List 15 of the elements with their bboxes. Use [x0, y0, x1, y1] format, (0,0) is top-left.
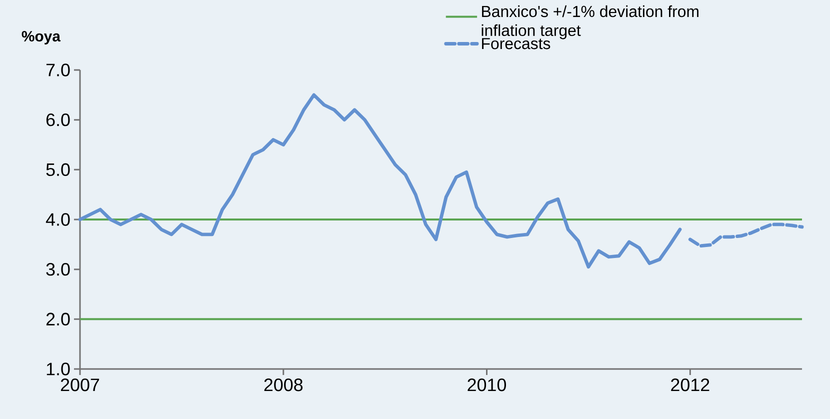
x-tick-label: 2008: [264, 378, 303, 392]
y-tick-label: 1.0: [46, 362, 70, 376]
x-tick-label: 2007: [60, 378, 100, 392]
y-axis-title: %oya: [22, 30, 61, 44]
legend-label: Forecasts: [482, 38, 550, 50]
y-tick-label: 3.0: [46, 262, 70, 276]
legend-label: Banxico's +/-1% deviation from inflation target: [482, 5, 698, 40]
y-tick-label: 5.0: [46, 163, 70, 176]
y-tick-label: 2.0: [46, 312, 70, 326]
y-tick-label: 4.0: [46, 213, 70, 226]
x-tick-label: 2010: [468, 378, 506, 392]
y-tick-label: 6.0: [46, 113, 70, 126]
y-tick-label: 7.0: [46, 64, 70, 76]
line-series: [688, 222, 804, 248]
x-tick-label: 2012: [671, 378, 710, 392]
